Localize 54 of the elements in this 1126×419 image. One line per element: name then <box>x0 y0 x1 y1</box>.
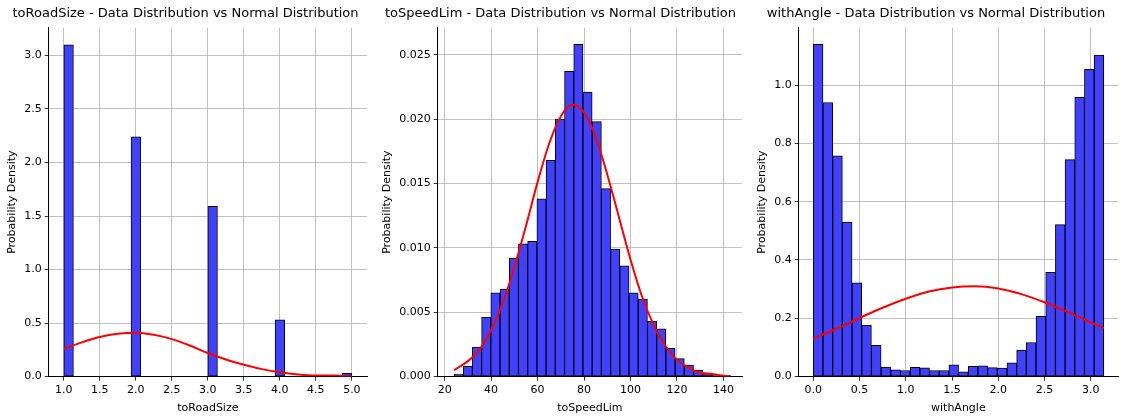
x-tick-label: 20 <box>437 383 452 397</box>
x-tick-label: 1.0 <box>897 383 915 397</box>
x-tick-label: 100 <box>620 383 641 397</box>
x-tick-label: 2.0 <box>127 383 145 397</box>
y-axis-title: Probability Density <box>755 149 769 254</box>
x-tick-label: 5.0 <box>343 383 361 397</box>
x-tick-label: 1.0 <box>55 383 73 397</box>
line-series <box>62 331 353 377</box>
y-axis-title: Probability Density <box>5 149 19 254</box>
y-tick-label: 0.6 <box>774 194 792 208</box>
y-tick-label: 0.8 <box>774 136 792 150</box>
x-tick-label: 3.0 <box>199 383 217 397</box>
chart-title: toRoadSize - Data Distribution vs Normal Distribution <box>12 5 359 21</box>
y-tick-label: 0.015 <box>399 176 431 190</box>
y-tick-label: 3.0 <box>24 48 42 62</box>
x-tick-label: 2.5 <box>163 383 181 397</box>
x-tick-label: 1.5 <box>943 383 961 397</box>
x-tick-label: 40 <box>484 383 499 397</box>
line-series <box>452 103 731 377</box>
y-tick-label: 0.2 <box>774 311 792 325</box>
y-tick-label: 1.5 <box>24 208 42 222</box>
line-series <box>812 285 1105 340</box>
y-axis-title: Probability Density <box>380 149 394 254</box>
x-tick-label: 0.5 <box>850 383 869 397</box>
y-tick-label: 0.005 <box>399 305 431 319</box>
x-tick-label: 4.5 <box>307 383 325 397</box>
y-tick-label: 1.0 <box>24 262 42 276</box>
y-tick-label: 0.5 <box>24 315 42 329</box>
x-tick-label: 140 <box>712 383 734 397</box>
x-axis-title: toSpeedLim <box>557 401 623 415</box>
y-tick-label: 0.0 <box>774 369 792 383</box>
x-tick-label: 120 <box>666 383 688 397</box>
y-tick-label: 2.5 <box>24 101 42 115</box>
y-tick-label: 0.4 <box>774 252 792 266</box>
chart-title: toSpeedLim - Data Distribution vs Normal Distribution <box>384 5 737 21</box>
y-tick-label: 0.010 <box>399 240 431 254</box>
x-axis-title: withAngle <box>931 401 986 415</box>
x-tick-label: 0.0 <box>804 383 823 397</box>
y-tick-label: 0.025 <box>399 47 431 61</box>
x-tick-label: 3.0 <box>1081 383 1100 397</box>
y-tick-label: 0.000 <box>399 369 431 383</box>
y-tick-label: 1.0 <box>774 77 792 91</box>
x-tick-label: 2.0 <box>989 383 1007 397</box>
x-tick-label: 4.0 <box>271 383 289 397</box>
chart-title: withAngle - Data Distribution vs Normal Distribution <box>766 5 1106 21</box>
y-tick-label: 0.020 <box>399 111 431 125</box>
x-tick-label: 2.5 <box>1035 383 1054 397</box>
x-tick-label: 80 <box>577 383 592 397</box>
x-tick-label: 1.5 <box>91 383 109 397</box>
y-tick-label: 2.0 <box>24 155 42 169</box>
x-axis-title: toRoadSize <box>177 401 239 415</box>
x-tick-label: 3.5 <box>235 383 253 397</box>
x-tick-label: 60 <box>530 383 545 397</box>
y-tick-label: 0.0 <box>24 369 42 383</box>
